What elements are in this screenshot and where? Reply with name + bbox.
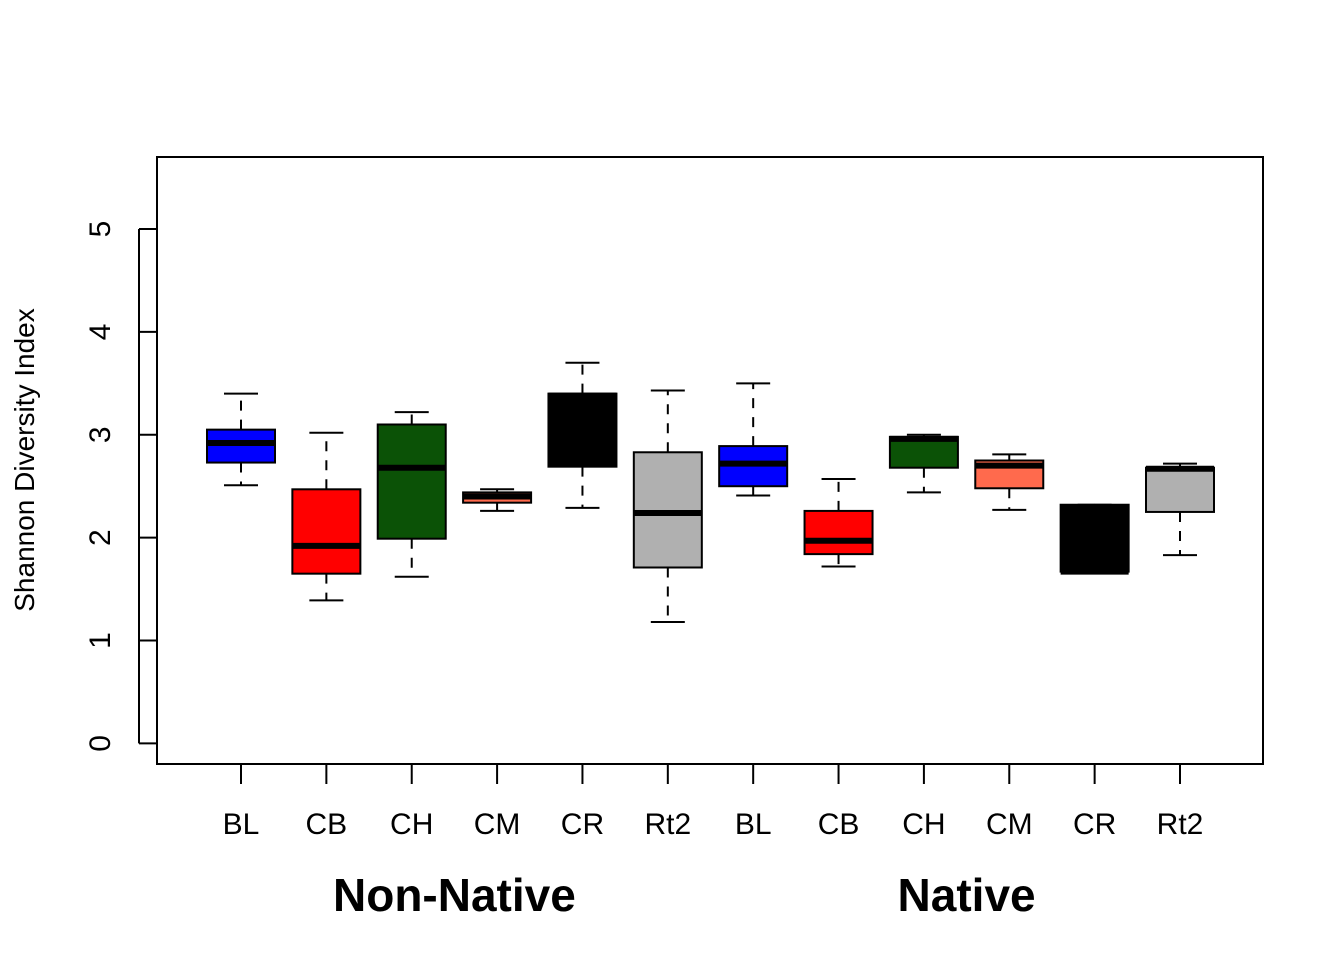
box-non-native-cb (291, 431, 362, 602)
iqr-box (803, 509, 874, 556)
y-axis: 0 1 2 3 4 5 (84, 221, 157, 752)
x-tick-label: CH (390, 808, 433, 841)
x-tick-label: BL (735, 808, 772, 841)
x-tick-label: CR (561, 808, 604, 841)
x-tick-label: CB (306, 808, 348, 841)
y-tick-label: 1 (84, 632, 117, 649)
iqr-box (291, 488, 362, 575)
x-axis: BL CB CH CM CR Rt2 BL CB CH CM CR Rt2 (223, 763, 1204, 841)
y-tick-label: 3 (84, 426, 117, 443)
iqr-box (1145, 466, 1215, 513)
y-tick-label: 0 (84, 735, 117, 752)
box-native-cb (803, 478, 874, 568)
iqr-box (376, 423, 447, 540)
group-label-non-native: Non-Native (333, 869, 576, 921)
y-tick-label: 4 (84, 324, 117, 341)
x-tick-label: CH (902, 808, 945, 841)
iqr-box (206, 428, 276, 464)
x-tick-label: CM (986, 808, 1033, 841)
box-non-native-bl (206, 392, 276, 487)
plot-frame (156, 156, 1264, 765)
x-tick-label: CR (1073, 808, 1116, 841)
box-native-ch (888, 433, 959, 494)
y-tick-label: 5 (84, 221, 117, 238)
box-native-cm (974, 453, 1045, 511)
box-native-rt2 (1145, 462, 1215, 557)
y-axis-title: Shannon Diversity Index (9, 308, 40, 612)
group-labels: Non-Native Native (333, 869, 1036, 921)
x-tick-label: Rt2 (1157, 808, 1204, 841)
box-non-native-cr (547, 361, 618, 509)
box-non-native-ch (376, 411, 447, 578)
x-tick-label: CB (818, 808, 860, 841)
y-tick-label: 2 (84, 529, 117, 546)
box-non-native-rt2 (632, 389, 703, 624)
x-tick-label: BL (223, 808, 260, 841)
boxes (206, 361, 1215, 624)
x-tick-label: CM (474, 808, 521, 841)
group-label-native: Native (898, 869, 1036, 921)
x-tick-label: Rt2 (644, 808, 691, 841)
box-native-bl (718, 382, 789, 497)
iqr-box (632, 451, 703, 569)
box-non-native-cm (462, 488, 533, 512)
iqr-box (547, 392, 618, 468)
box-native-cr (1059, 503, 1130, 575)
iqr-box (1059, 503, 1130, 573)
iqr-box (888, 435, 959, 469)
